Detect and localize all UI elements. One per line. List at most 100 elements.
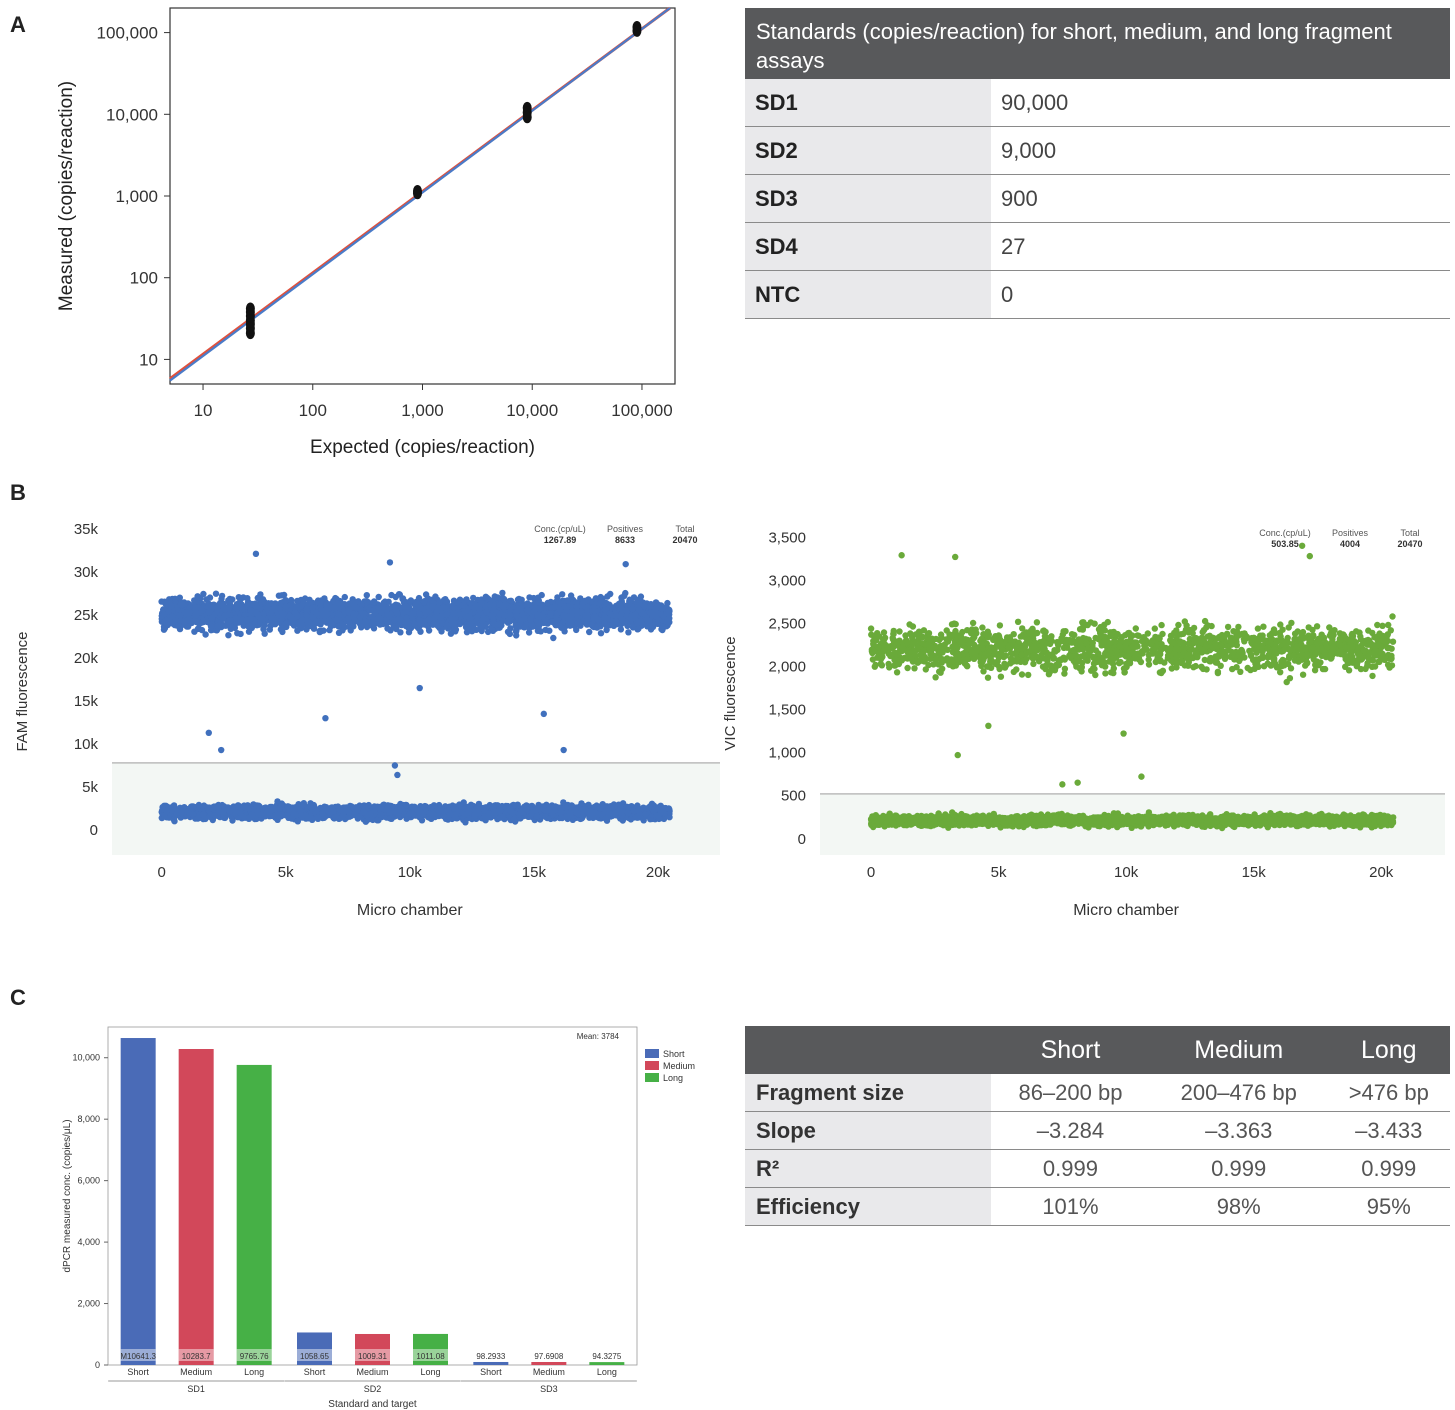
positive-droplet-point — [375, 614, 382, 621]
positive-droplet-point — [171, 595, 179, 602]
standard-name: NTC — [745, 270, 991, 319]
x-tick-label: 10,000 — [506, 401, 558, 420]
positive-droplet-point — [202, 631, 209, 638]
positive-droplet-point — [392, 623, 399, 630]
positive-droplet-point — [280, 610, 287, 617]
positive-droplet-point — [350, 610, 357, 618]
positive-droplet-point — [635, 618, 642, 626]
positive-droplet-point — [535, 622, 543, 629]
positive-droplet-point — [577, 595, 584, 602]
positive-droplet-point — [345, 615, 352, 622]
positive-droplet-point — [499, 589, 506, 597]
positive-droplet-point — [401, 603, 408, 611]
positive-droplet-point — [185, 616, 192, 623]
x-tick-label: 10k — [398, 864, 423, 881]
positive-droplet-point — [316, 617, 323, 625]
positive-droplet-point — [340, 621, 347, 628]
positive-droplet-point — [495, 621, 503, 628]
positive-droplet-point — [484, 628, 492, 636]
positive-droplet-point — [327, 623, 335, 630]
positive-droplet-point — [539, 612, 546, 619]
positive-droplet-point — [353, 604, 360, 611]
positive-droplet-point — [203, 596, 210, 603]
positive-droplet-point — [363, 592, 370, 599]
positive-droplet-point — [362, 618, 369, 626]
table-row: NTC 0 — [745, 270, 1450, 319]
positive-droplet-point — [501, 612, 508, 619]
table-row: SD1 90,000 — [745, 79, 1450, 127]
positive-droplet-point — [294, 627, 301, 634]
positive-droplet-point — [270, 601, 277, 608]
positive-droplet-point — [443, 621, 450, 629]
positive-droplet-point — [278, 625, 286, 632]
standards-table-header: Standards (copies/reaction) for short, m… — [745, 8, 1450, 79]
positive-droplet-point — [309, 604, 316, 611]
positive-droplet-point — [425, 627, 433, 634]
y-tick-label: 10 — [139, 350, 158, 369]
positive-droplet-point — [393, 610, 401, 617]
positive-droplet-point — [553, 617, 561, 624]
y-tick-label: 100 — [130, 269, 158, 288]
positive-droplet-point — [499, 594, 506, 601]
positive-droplet-point — [536, 606, 543, 613]
data-point — [412, 187, 422, 200]
positive-droplet-point — [341, 593, 348, 601]
positive-droplet-point — [512, 622, 519, 629]
y-tick-label: 30k — [74, 564, 99, 581]
positive-droplet-point — [644, 623, 651, 630]
positive-droplet-point — [560, 612, 567, 619]
positive-droplet-point — [629, 605, 636, 613]
standard-value: 900 — [991, 174, 1450, 223]
positive-droplet-point — [664, 599, 671, 607]
positive-droplet-point — [537, 628, 544, 635]
positive-droplet-point — [248, 600, 255, 608]
y-tick-label: 5k — [82, 779, 98, 796]
positive-droplet-point — [397, 616, 404, 623]
positive-droplet-point — [666, 615, 673, 622]
positive-droplet-point — [507, 625, 514, 632]
x-axis-label: Expected (copies/reaction) — [310, 437, 535, 458]
positive-droplet-point — [447, 630, 455, 637]
positive-droplet-point — [507, 612, 514, 619]
positive-droplet-point — [268, 615, 275, 622]
positive-droplet-point — [166, 596, 173, 603]
positive-droplet-point — [558, 624, 565, 631]
y-axis-label: Measured (copies/reaction) — [56, 81, 77, 311]
positive-droplet-point — [179, 599, 186, 607]
positive-droplet-point — [160, 611, 168, 618]
positive-droplet-point — [376, 603, 383, 610]
x-tick-label: 1,000 — [401, 401, 444, 420]
positive-droplet-point — [366, 607, 374, 614]
positive-droplet-point — [433, 621, 440, 628]
positive-droplet-point — [207, 623, 215, 630]
positive-droplet-point — [333, 616, 340, 624]
y-tick-label: 25k — [74, 607, 99, 624]
positive-droplet-point — [192, 611, 199, 619]
positive-droplet-point — [621, 592, 628, 599]
positive-droplet-point — [384, 611, 391, 618]
x-tick-label: 100,000 — [611, 401, 672, 420]
positive-droplet-point — [515, 595, 523, 603]
table-row: SD4 27 — [745, 222, 1450, 271]
positive-droplet-point — [606, 610, 614, 618]
positive-droplet-point — [457, 619, 464, 626]
positive-droplet-point — [654, 620, 661, 627]
standard-name: SD1 — [745, 79, 991, 127]
panel-label-c: C — [10, 985, 26, 1010]
positive-droplet-point — [530, 608, 538, 615]
positive-droplet-point — [415, 594, 423, 602]
positive-droplet-point — [416, 611, 423, 618]
positive-droplet-point — [316, 628, 323, 636]
x-tick-label: 20k — [646, 864, 671, 881]
positive-droplet-point — [194, 618, 201, 625]
positive-droplet-point — [547, 610, 554, 617]
positive-droplet-point — [261, 622, 268, 629]
positive-droplet-point — [411, 621, 418, 628]
positive-droplet-point — [225, 632, 232, 639]
positive-droplet-point — [588, 621, 595, 628]
positive-droplet-point — [195, 625, 202, 632]
positive-droplet-point — [592, 595, 600, 602]
positive-droplet-point — [247, 615, 254, 622]
positive-droplet-point — [559, 591, 566, 598]
